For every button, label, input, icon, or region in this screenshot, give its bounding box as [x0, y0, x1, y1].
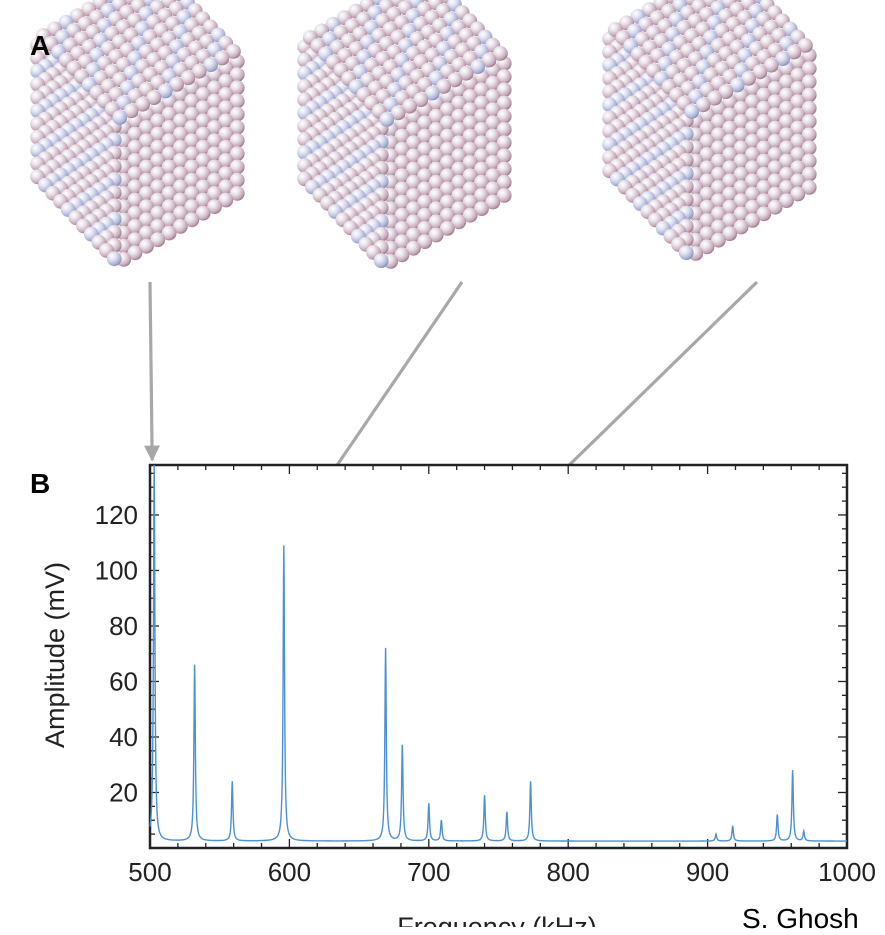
plot-frame: [150, 465, 847, 848]
y-tick-label: 100: [95, 555, 138, 585]
atom-sphere: [107, 251, 122, 266]
y-axis-label: Amplitude (mV): [40, 562, 70, 748]
y-tick-label: 60: [109, 666, 138, 696]
atom-sphere: [684, 104, 699, 119]
atom-sphere: [374, 253, 389, 268]
cube-mode-1: [30, 0, 244, 267]
y-tick-label: 80: [109, 611, 138, 641]
y-tick-label: 40: [109, 722, 138, 752]
y-tick-label: 20: [109, 777, 138, 807]
cube-mode-2: [297, 0, 511, 269]
author-credit: S. Ghosh: [742, 903, 859, 935]
x-tick-label: 800: [547, 857, 590, 887]
x-axis-label: Frequency (kHz): [397, 912, 597, 927]
x-tick-label: 600: [268, 857, 311, 887]
x-tick-label: 1000: [818, 857, 876, 887]
x-tick-label: 500: [128, 857, 171, 887]
panel-label-b: B: [30, 468, 50, 500]
panel-label-a: A: [30, 30, 50, 62]
spectrum-chart: 500 600 700 800 900 1000 20 40 60 80 100 120 Freque…: [40, 465, 876, 927]
x-tick-label: 900: [686, 857, 729, 887]
atom-sphere: [112, 110, 127, 125]
mode-arrow: [150, 282, 152, 460]
atom-sphere: [679, 245, 694, 260]
x-tick-label: 700: [407, 857, 450, 887]
nanocube-renderings: [30, 0, 816, 269]
y-tick-label: 120: [95, 500, 138, 530]
cube-mode-3: [602, 0, 816, 261]
atom-sphere: [379, 112, 394, 127]
